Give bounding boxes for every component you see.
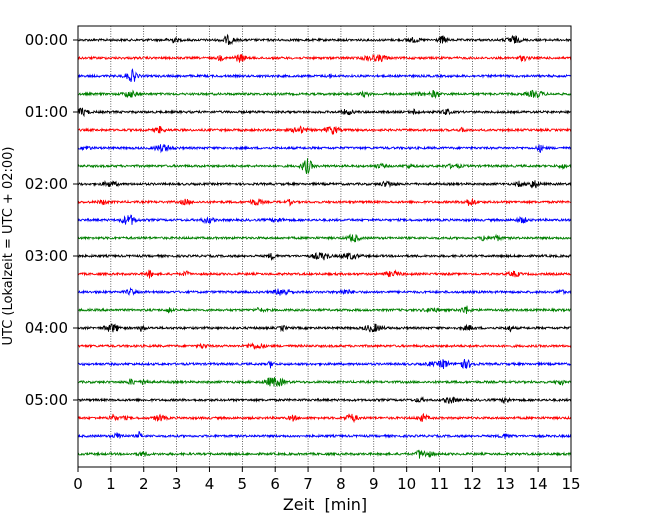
y-tick-label: 05:00 — [25, 391, 68, 409]
trace-line — [77, 449, 572, 459]
x-tick-label: 15 — [561, 475, 580, 493]
trace-line — [77, 431, 572, 440]
x-tick-label: 0 — [73, 475, 83, 493]
x-tick-label: 13 — [496, 475, 515, 493]
trace-line — [77, 107, 572, 118]
trace-lines — [77, 33, 572, 459]
x-tick-label: 2 — [139, 475, 149, 493]
x-tick-label: 10 — [397, 475, 416, 493]
x-tick-label: 9 — [369, 475, 379, 493]
y-tick-label: 01:00 — [25, 103, 68, 121]
trace-line — [77, 323, 572, 333]
y-tick-label: 00:00 — [25, 31, 68, 49]
trace-line — [77, 144, 572, 154]
trace-line — [77, 396, 572, 404]
x-tick-label: 4 — [205, 475, 215, 493]
trace-line — [77, 269, 572, 279]
y-tick-label: 03:00 — [25, 247, 68, 265]
x-tick-label: 5 — [238, 475, 248, 493]
trace-line — [77, 286, 572, 296]
trace-line — [77, 125, 572, 135]
trace-line — [77, 377, 572, 388]
x-tick-label: 12 — [463, 475, 482, 493]
x-tick-label: 3 — [172, 475, 182, 493]
trace-line — [77, 89, 572, 100]
x-axis-label: Zeit [min] — [283, 495, 367, 514]
plot-frame — [77, 25, 572, 468]
trace-line — [77, 180, 572, 189]
trace-line — [77, 233, 572, 243]
vertical-grid — [110, 26, 539, 467]
x-axis-ticks: 0 1 2 3 4 5 6 7 8 9 10 11 12 13 14 15 — [73, 467, 581, 493]
y-tick-label: 02:00 — [25, 175, 68, 193]
trace-line — [77, 252, 572, 262]
x-tick-label: 1 — [106, 475, 116, 493]
trace-line — [77, 158, 572, 174]
y-tick-label: 04:00 — [25, 319, 68, 337]
y-axis-ticks: 00:00 01:00 02:00 03:00 04:00 05:00 — [25, 31, 78, 409]
trace-line — [77, 342, 572, 350]
trace-line — [77, 358, 572, 370]
x-tick-label: 14 — [529, 475, 548, 493]
trace-line — [77, 68, 572, 82]
trace-line — [77, 214, 572, 225]
x-tick-label: 8 — [336, 475, 346, 493]
x-tick-label: 6 — [270, 475, 280, 493]
trace-line — [77, 33, 572, 46]
x-tick-label: 7 — [303, 475, 313, 493]
y-axis-label: UTC (Lokalzeit = UTC + 02:00) — [1, 147, 16, 346]
trace-line — [77, 412, 572, 424]
x-tick-label: 11 — [430, 475, 449, 493]
trace-line — [77, 197, 572, 207]
trace-line — [77, 305, 572, 314]
trace-line — [77, 53, 572, 63]
